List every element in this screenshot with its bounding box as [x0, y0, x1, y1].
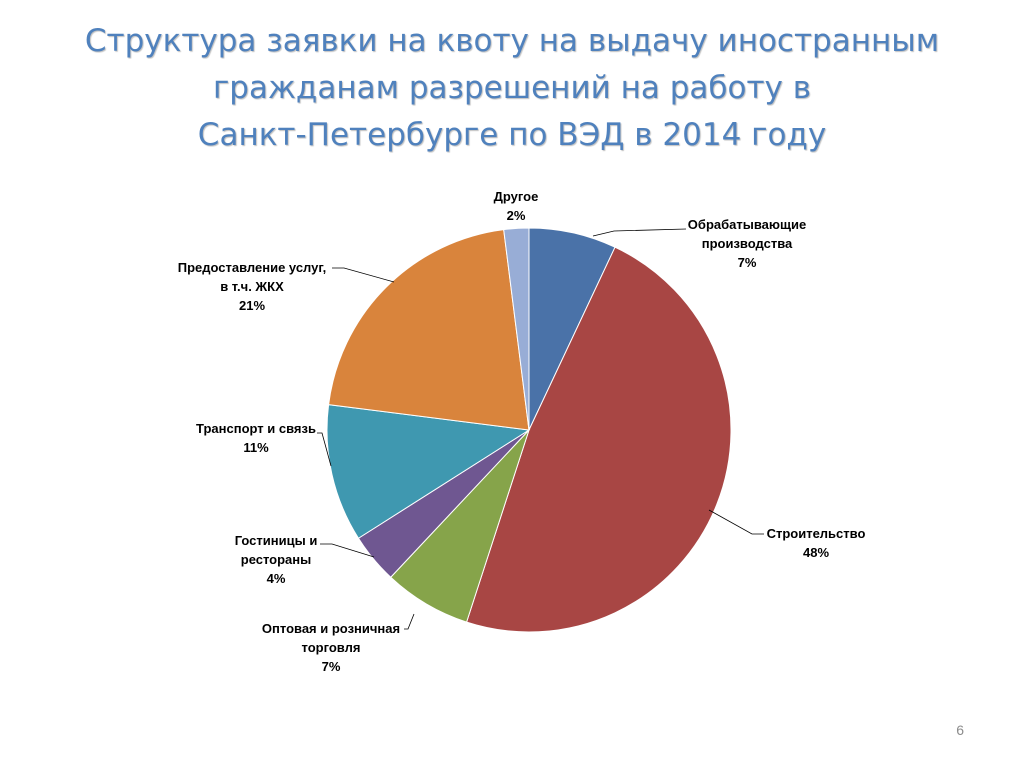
- slice-category-label-6: Предоставление услуг,: [178, 260, 327, 275]
- slice-category-label-1: производства: [702, 236, 793, 251]
- leader-line-5: [317, 432, 332, 467]
- pie-slices: [326, 227, 732, 633]
- leader-line-6: [332, 267, 395, 283]
- pie-slice-7: [503, 227, 530, 431]
- pie-slice-5: [326, 404, 531, 539]
- slice-category-label-5: Транспорт и связь: [196, 421, 316, 436]
- slice-labels: Обрабатывающие производства 7% Строительств…: [178, 189, 866, 674]
- slice-value-label-6: 21%: [239, 298, 265, 313]
- leader-line-1: [592, 228, 687, 237]
- slice-category-label-7: Другое: [494, 189, 539, 204]
- leader-lines: [317, 228, 764, 630]
- slice-value-label-5: 11%: [243, 440, 269, 455]
- slice-category-label-6: в т.ч. ЖКХ: [220, 279, 284, 294]
- slide-title-line-1: Структура заявки на квоту на выдачу инос…: [84, 23, 940, 59]
- leader-line-2: [708, 509, 764, 535]
- pie-slice-6: [328, 229, 530, 431]
- slide-title-line-3: Санкт-Петербурге по ВЭД в 2014 году: [197, 117, 827, 153]
- slice-value-label-2: 48%: [803, 545, 829, 560]
- slice-value-label-1: 7%: [738, 255, 757, 270]
- slice-value-label-3: 7%: [322, 659, 341, 674]
- slice-value-label-7: 2%: [507, 208, 526, 223]
- slide-title: Структура заявки на квоту на выдачу инос…: [40, 18, 984, 159]
- leader-line-3: [404, 613, 415, 630]
- slice-category-label-1: Обрабатывающие: [688, 217, 806, 232]
- slide-title-line-2: гражданам разрешений на работу в: [213, 70, 811, 106]
- slice-value-label-4: 4%: [267, 571, 286, 586]
- slice-category-label-2: Строительство: [767, 526, 866, 541]
- pie-slice-2: [465, 246, 732, 633]
- slice-category-label-3: торговля: [302, 640, 361, 655]
- slice-category-label-4: Гостиницы и: [235, 533, 318, 548]
- leader-line-4: [320, 543, 375, 558]
- page-number: 6: [956, 722, 964, 738]
- slice-category-label-3: Оптовая и розничная: [262, 621, 400, 636]
- slice-category-label-4: рестораны: [241, 552, 312, 567]
